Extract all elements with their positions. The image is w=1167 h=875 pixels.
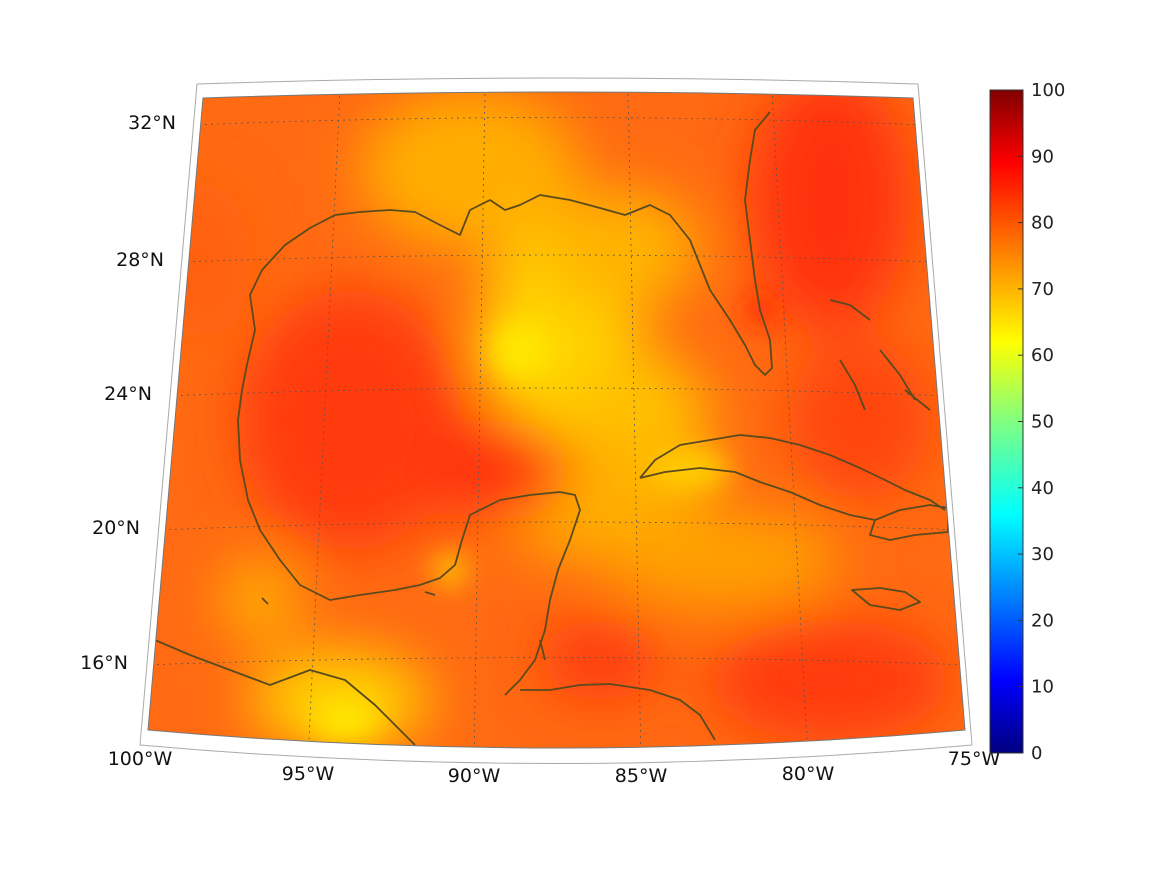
latitude-labels: 32°N 28°N 24°N 20°N 16°N bbox=[80, 112, 176, 674]
colorbar: 0 10 20 30 40 50 60 70 80 90 100 bbox=[989, 80, 1065, 764]
bahamas bbox=[829, 299, 931, 411]
lon-label-85: 85°W bbox=[615, 765, 668, 787]
lon-label-80: 80°W bbox=[782, 763, 835, 785]
lat-label-20: 20°N bbox=[92, 517, 140, 539]
hispaniola bbox=[869, 504, 949, 541]
colorbar-tick-label: 50 bbox=[1031, 412, 1054, 433]
colorbar-tick-label: 30 bbox=[1031, 544, 1054, 565]
lon-label-90: 90°W bbox=[448, 765, 501, 787]
jamaica bbox=[851, 587, 921, 611]
colorbar-tick-label: 100 bbox=[1031, 80, 1065, 101]
colorbar-gradient bbox=[989, 89, 1024, 754]
colorbar-tick-label: 40 bbox=[1031, 478, 1054, 499]
mexico-coast bbox=[237, 294, 581, 696]
lat-label-16: 16°N bbox=[80, 652, 128, 674]
coastlines bbox=[154, 111, 949, 746]
map-frame bbox=[147, 91, 966, 749]
lon-label-75: 75°W bbox=[948, 748, 1001, 770]
colorbar-ticks: 0 10 20 30 40 50 60 70 80 90 100 bbox=[1018, 80, 1065, 764]
lat-label-24: 24°N bbox=[104, 383, 152, 405]
yucatan-islands bbox=[261, 591, 546, 661]
graticule bbox=[148, 92, 965, 748]
longitude-labels: 100°W 95°W 90°W 85°W 80°W 75°W bbox=[108, 748, 1001, 787]
lat-label-28: 28°N bbox=[116, 249, 164, 271]
gulf-coast bbox=[249, 111, 773, 376]
colorbar-tick-label: 70 bbox=[1031, 279, 1054, 300]
colorbar-tick-label: 80 bbox=[1031, 213, 1054, 234]
scalar-field bbox=[148, 92, 965, 748]
colorbar-tick-label: 20 bbox=[1031, 610, 1054, 631]
lon-label-100: 100°W bbox=[108, 748, 173, 770]
central-america-coast bbox=[520, 683, 716, 741]
colorbar-tick-label: 60 bbox=[1031, 345, 1054, 366]
map-frame-outer bbox=[139, 77, 973, 764]
colorbar-tick-label: 10 bbox=[1031, 677, 1054, 698]
colorbar-tick-label: 0 bbox=[1031, 743, 1042, 764]
pacific-coast bbox=[154, 639, 416, 746]
lat-label-32: 32°N bbox=[128, 112, 176, 134]
colorbar-tick-label: 90 bbox=[1031, 146, 1054, 167]
cuba bbox=[639, 434, 946, 521]
lon-label-95: 95°W bbox=[282, 763, 335, 785]
